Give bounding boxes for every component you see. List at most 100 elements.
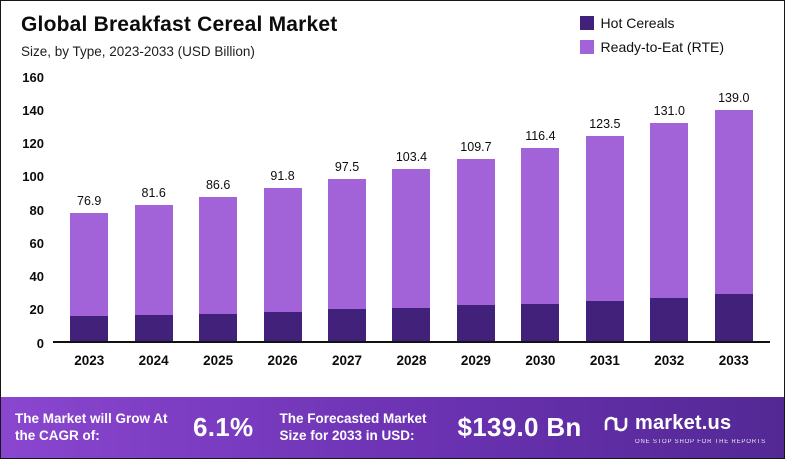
x-axis-label: 2025 [203,353,234,368]
segment-hot-cereals [650,297,689,341]
x-axis-label: 2030 [525,353,556,368]
footer-banner: The Market will Grow At the CAGR of: 6.1… [1,397,784,458]
bar-value-label: 123.5 [589,116,621,131]
stacked-bar [70,213,109,341]
bar-value-label: 81.6 [141,186,166,201]
segment-ready-to-eat [585,135,624,302]
bar-value-label: 131.0 [653,104,685,119]
chart-legend: Hot Cereals Ready-to-Eat (RTE) [579,13,724,55]
segment-ready-to-eat [521,147,560,304]
bar-column: 109.7 2029 [454,77,498,368]
brand-row: market.us [603,411,731,437]
x-axis-label: 2027 [332,353,363,368]
stacked-bar [199,197,238,341]
bar-value-label: 103.4 [395,150,428,165]
cagr-value: 6.1% [193,412,254,442]
segment-hot-cereals [714,294,753,341]
stacked-bar [714,109,753,341]
bar-column: 91.8 2026 [261,77,305,368]
segment-hot-cereals [585,301,624,341]
legend-swatch-hot-cereals [579,16,594,30]
x-axis-label: 2024 [138,353,169,368]
bar-value-label: 91.8 [270,169,295,184]
legend-label: Hot Cereals [600,15,675,31]
segment-ready-to-eat [134,205,173,316]
chart-subtitle: Size, by Type, 2023-2033 (USD Billion) [21,44,255,59]
x-axis-label: 2032 [654,353,685,368]
brand-tagline: ONE STOP SHOP FOR THE REPORTS [634,438,766,445]
stacked-bar [521,147,560,341]
segment-hot-cereals [328,309,367,341]
forecast-label: The Forecasted Market Size for 2033 in U… [279,410,427,443]
x-axis-label: 2033 [718,353,749,368]
segment-ready-to-eat [70,213,109,317]
x-axis-label: 2026 [267,353,298,368]
y-axis-tick-label: 60 [29,235,44,251]
bar-column: 123.5 2031 [583,77,627,368]
segment-ready-to-eat [263,188,302,312]
segment-hot-cereals [199,313,238,341]
x-axis-label: 2023 [74,353,105,368]
y-axis-tick-label: 20 [29,302,44,318]
chart-header: Global Breakfast Cereal Market Size, by … [1,1,784,63]
bar-value-label: 109.7 [460,139,492,154]
plot-area: 76.9 2023 81.6 2024 86.6 2025 91.8 2026 97.5 2027… [53,77,770,368]
bar-column: 86.6 2025 [196,77,240,368]
stacked-bar [134,205,173,341]
bar-value-label: 139.0 [718,90,750,105]
segment-hot-cereals [456,305,495,341]
bar-column: 97.5 2027 [325,77,369,368]
legend-item-rte: Ready-to-Eat (RTE) [579,39,724,55]
segment-hot-cereals [263,311,302,341]
y-axis-tick-label: 40 [29,269,44,284]
stacked-bar [328,178,367,341]
y-axis-tick-label: 120 [22,136,44,151]
segment-hot-cereals [134,315,173,341]
cagr-label: The Market will Grow At the CAGR of: [15,410,168,443]
title-block: Global Breakfast Cereal Market Size, by … [21,13,337,59]
segment-hot-cereals [392,307,431,341]
y-axis-tick-label: 0 [36,335,44,351]
y-axis-tick-label: 80 [29,202,44,218]
stacked-bar [585,135,624,341]
brand-block: market.us ONE STOP SHOP FOR THE REPORTS [603,411,766,445]
stacked-bar [263,188,302,341]
segment-ready-to-eat [714,109,753,295]
bar-column: 76.9 2023 [67,77,111,368]
segment-ready-to-eat [199,197,238,314]
x-axis-label: 2031 [589,353,620,368]
y-axis-tick-label: 140 [22,102,44,118]
bar-value-label: 86.6 [205,178,231,193]
stacked-bar [392,169,431,341]
segment-ready-to-eat [392,169,431,308]
legend-label: Ready-to-Eat (RTE) [600,39,724,55]
segment-hot-cereals [70,316,109,341]
bar-value-label: 116.4 [525,128,556,143]
market-us-logo-icon [603,411,629,437]
y-axis: 160 140 120 100 80 60 40 20 0 [17,71,53,350]
y-axis-tick-label: 160 [22,69,44,85]
chart-area: 160 140 120 100 80 60 40 20 0 76.9 2023 81.6 2024 86… [1,63,784,368]
legend-item-hot-cereals: Hot Cereals [579,15,724,31]
bar-column: 116.4 2030 [518,77,562,368]
stacked-bar [456,158,495,341]
forecast-value: $139.0 Bn [457,412,582,442]
x-axis-label: 2029 [460,353,491,368]
bar-column: 81.6 2024 [132,77,176,368]
bar-column: 103.4 2028 [389,77,433,368]
bar-column: 139.0 2033 [712,77,756,368]
segment-ready-to-eat [328,178,367,310]
stacked-bar [650,123,689,341]
chart-title: Global Breakfast Cereal Market [21,13,338,36]
brand-name: market.us [634,412,732,434]
segment-ready-to-eat [456,158,495,306]
segment-ready-to-eat [650,123,689,298]
segment-hot-cereals [521,303,560,341]
x-axis-label: 2028 [396,353,427,368]
legend-swatch-rte [579,40,594,54]
bar-value-label: 76.9 [77,194,102,209]
bar-value-label: 97.5 [334,159,360,174]
bar-column: 131.0 2032 [647,77,691,368]
y-axis-tick-label: 100 [22,169,44,185]
